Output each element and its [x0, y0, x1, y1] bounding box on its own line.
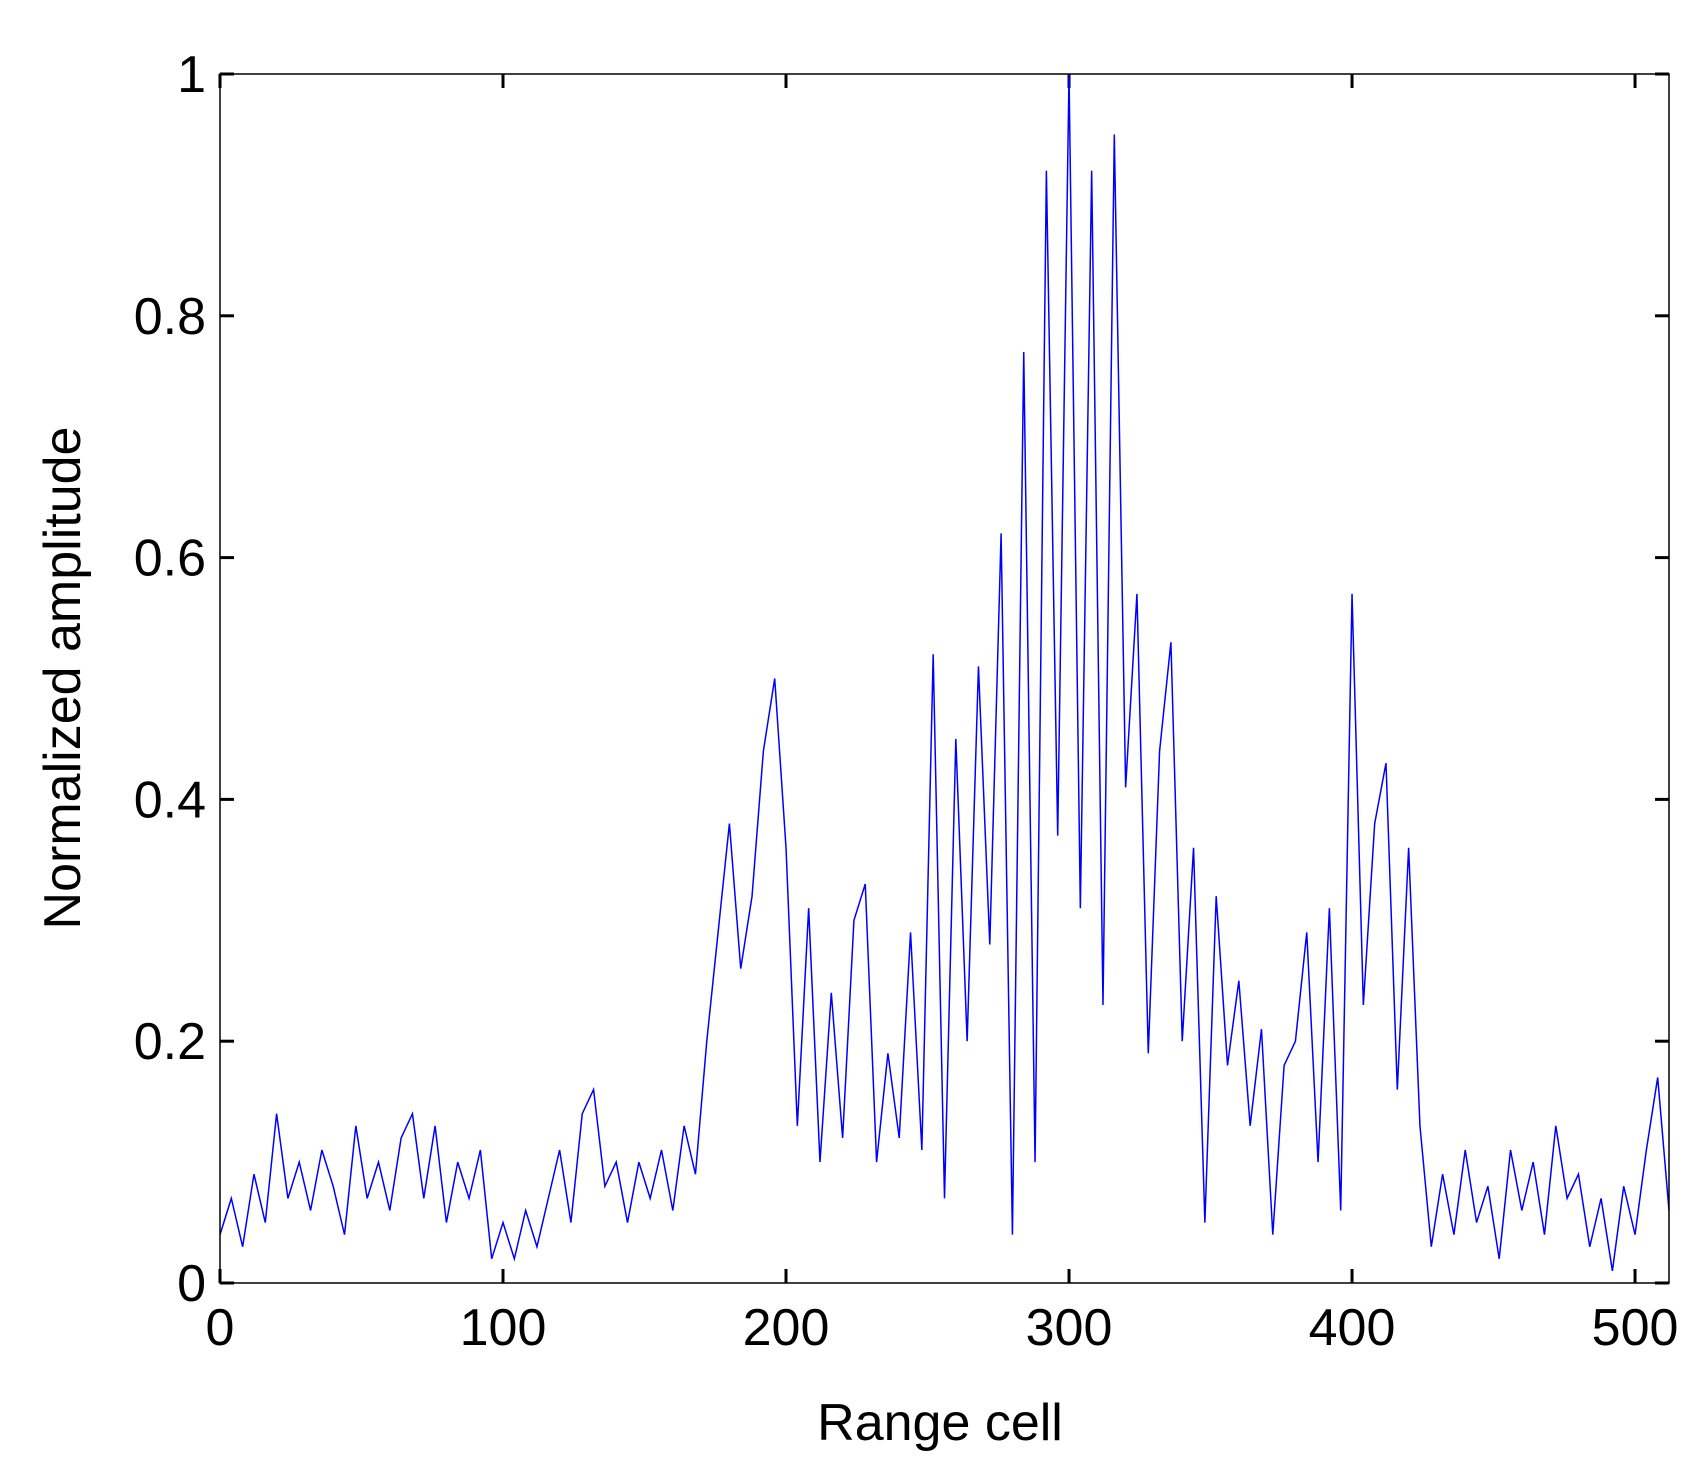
y-tick-label: 1	[177, 46, 206, 104]
x-tick-label: 300	[1026, 1299, 1113, 1357]
x-tick-label: 500	[1592, 1299, 1679, 1357]
x-tick-label: 100	[460, 1299, 547, 1357]
y-tick-label: 0.8	[134, 288, 206, 346]
data-line	[219, 73, 1670, 1272]
x-tick-label: 200	[743, 1299, 830, 1357]
y-tick-label: 0	[177, 1255, 206, 1313]
plot-frame	[219, 73, 1670, 1284]
x-axis-label: Range cell	[817, 1394, 1063, 1452]
x-tick-label: 0	[206, 1299, 235, 1357]
y-tick-label: 0.4	[134, 771, 206, 829]
y-tick-label: 0.2	[134, 1013, 206, 1071]
y-tick-label: 0.6	[134, 530, 206, 588]
y-axis-label: Normalized amplitude	[34, 427, 92, 930]
x-tick-label: 400	[1309, 1299, 1396, 1357]
